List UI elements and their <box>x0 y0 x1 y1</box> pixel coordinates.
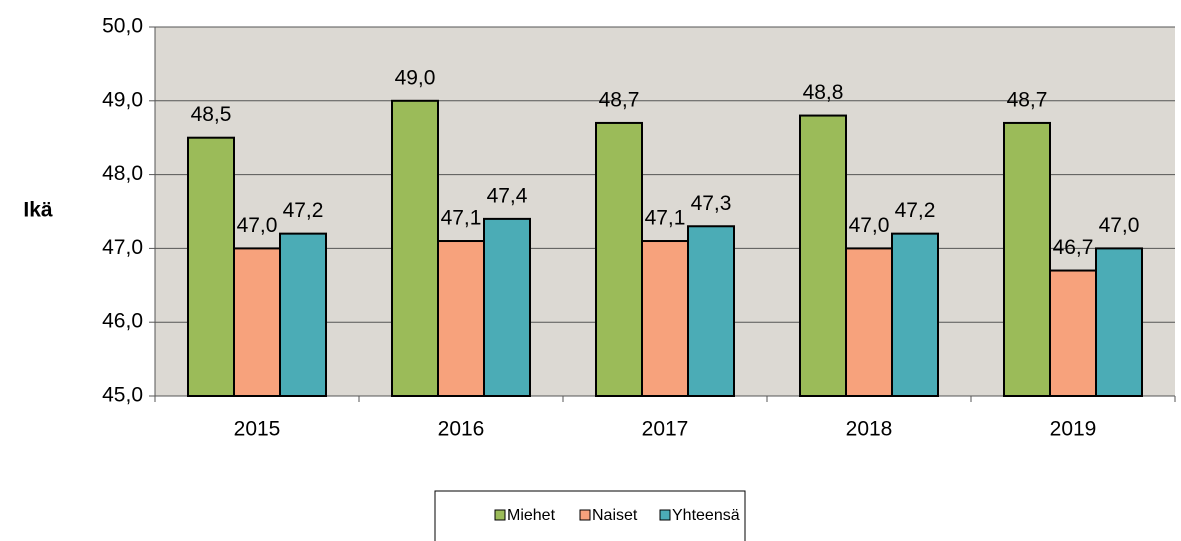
bar <box>279 232 327 397</box>
bar <box>233 247 281 397</box>
y-tick-label: 49,0 <box>102 88 143 111</box>
bar <box>595 121 643 397</box>
data-label: 47,3 <box>691 192 732 215</box>
bar <box>1095 247 1143 397</box>
bar <box>437 240 485 397</box>
bar <box>187 136 235 397</box>
bar <box>391 99 439 398</box>
y-axis-label: Ikä <box>23 199 53 222</box>
data-label: 49,0 <box>395 66 436 89</box>
x-tick-label: 2018 <box>846 418 893 441</box>
bar <box>1003 121 1051 397</box>
bar <box>641 240 689 397</box>
data-label: 48,5 <box>191 103 232 126</box>
bar <box>687 225 735 397</box>
bar <box>799 114 847 397</box>
data-label: 47,2 <box>895 199 936 222</box>
x-tick-label: 2016 <box>438 418 485 441</box>
y-tick-label: 48,0 <box>102 162 143 185</box>
x-tick-label: 2015 <box>234 418 281 441</box>
legend: Miehet Naiset Yhteensä <box>434 490 746 541</box>
data-label: 47,0 <box>237 214 278 237</box>
legend-label: Miehet <box>507 507 556 524</box>
data-label: 48,7 <box>1007 88 1048 111</box>
y-tick-label: 50,0 <box>102 15 143 38</box>
bar <box>845 247 893 397</box>
x-tick-label: 2017 <box>642 418 689 441</box>
y-tick-label: 47,0 <box>102 236 143 259</box>
legend-swatch <box>579 509 591 521</box>
y-tick-label: 45,0 <box>102 384 143 407</box>
data-label: 46,7 <box>1053 236 1094 259</box>
legend-swatch <box>659 509 671 521</box>
data-label: 47,4 <box>487 184 528 207</box>
data-label: 48,7 <box>599 88 640 111</box>
y-tick-label: 46,0 <box>102 310 143 333</box>
bar <box>1049 269 1097 398</box>
data-label: 47,0 <box>1099 214 1140 237</box>
data-label: 47,1 <box>441 207 482 230</box>
legend-swatch <box>494 509 506 521</box>
bar <box>891 232 939 397</box>
bar <box>483 217 531 397</box>
data-label: 47,1 <box>645 207 686 230</box>
data-label: 48,8 <box>803 81 844 104</box>
legend-label: Naiset <box>592 507 638 524</box>
legend-label: Yhteensä <box>672 507 740 524</box>
data-label: 47,2 <box>283 199 324 222</box>
data-label: 47,0 <box>849 214 890 237</box>
x-tick-label: 2019 <box>1050 418 1097 441</box>
